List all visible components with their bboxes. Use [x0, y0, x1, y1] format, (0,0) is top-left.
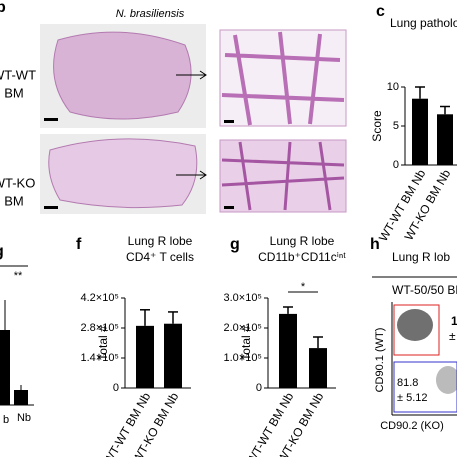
y-axis-label: CD90.1 (WT)	[374, 328, 386, 393]
y-tick-label: 2.8×10⁵	[80, 322, 119, 334]
partial-chart	[0, 265, 34, 406]
y-axis-label: Total #	[96, 325, 110, 361]
y-axis-label: Total #	[239, 325, 253, 361]
x-tick-label: Nb	[17, 412, 31, 424]
y-tick-label: 0	[113, 382, 119, 394]
significance: **	[14, 270, 23, 282]
panel-title: Lung R lob	[392, 250, 450, 264]
bar	[412, 98, 428, 165]
y-tick-label: 2.0×10⁵	[223, 322, 262, 334]
row-label: BM	[4, 85, 24, 100]
x-tick-label: b	[3, 414, 9, 426]
y-axis-label: Score	[370, 110, 384, 142]
y-tick-label: 5	[393, 120, 399, 132]
panel-label: f	[76, 236, 82, 253]
bar	[279, 313, 297, 388]
gate-error: ± 5.12	[397, 392, 428, 404]
bar	[309, 348, 327, 388]
y-tick-label: 0	[393, 159, 399, 171]
x-axis-label: CD90.2 (KO)	[380, 420, 444, 432]
histology	[40, 24, 347, 214]
y-tick-label: 4.2×10⁵	[80, 292, 119, 304]
y-tick-label: 1.0×10⁵	[223, 352, 262, 364]
chart-title: Lung R lobe	[128, 234, 193, 248]
chart-title: CD11b⁺CD11cⁱⁿᵗ	[258, 250, 346, 264]
panel-label: g	[230, 236, 240, 253]
y-tick-label: 3.0×10⁵	[223, 292, 262, 304]
panel-label: c	[376, 3, 385, 20]
row-label: WT-WT	[0, 67, 36, 82]
gate-error: ±	[449, 329, 456, 343]
y-tick-label: 0	[256, 382, 262, 394]
panel-label: b	[0, 0, 6, 16]
gate-value: 81.8	[397, 377, 418, 389]
flow-plot	[391, 302, 457, 416]
y-tick-label: 10	[387, 81, 399, 93]
row-label: BM	[4, 193, 24, 208]
group-label: WT-50/50 BM	[392, 283, 457, 297]
chart-title: CD4⁺ T cells	[126, 250, 194, 264]
chart-title: Lung patholo	[390, 16, 457, 30]
panel-label: g	[0, 243, 4, 260]
gate-value: 1	[451, 314, 457, 328]
bar	[136, 325, 154, 388]
bar	[437, 114, 453, 165]
panel-label: h	[370, 236, 380, 253]
chart-title: Lung R lobe	[270, 234, 335, 248]
panel-title: N. brasiliensis	[116, 8, 185, 20]
y-tick-label: 1.4×10⁵	[80, 352, 119, 364]
row-label: WT-KO	[0, 175, 35, 190]
bar	[164, 323, 182, 388]
significance: *	[301, 281, 306, 293]
